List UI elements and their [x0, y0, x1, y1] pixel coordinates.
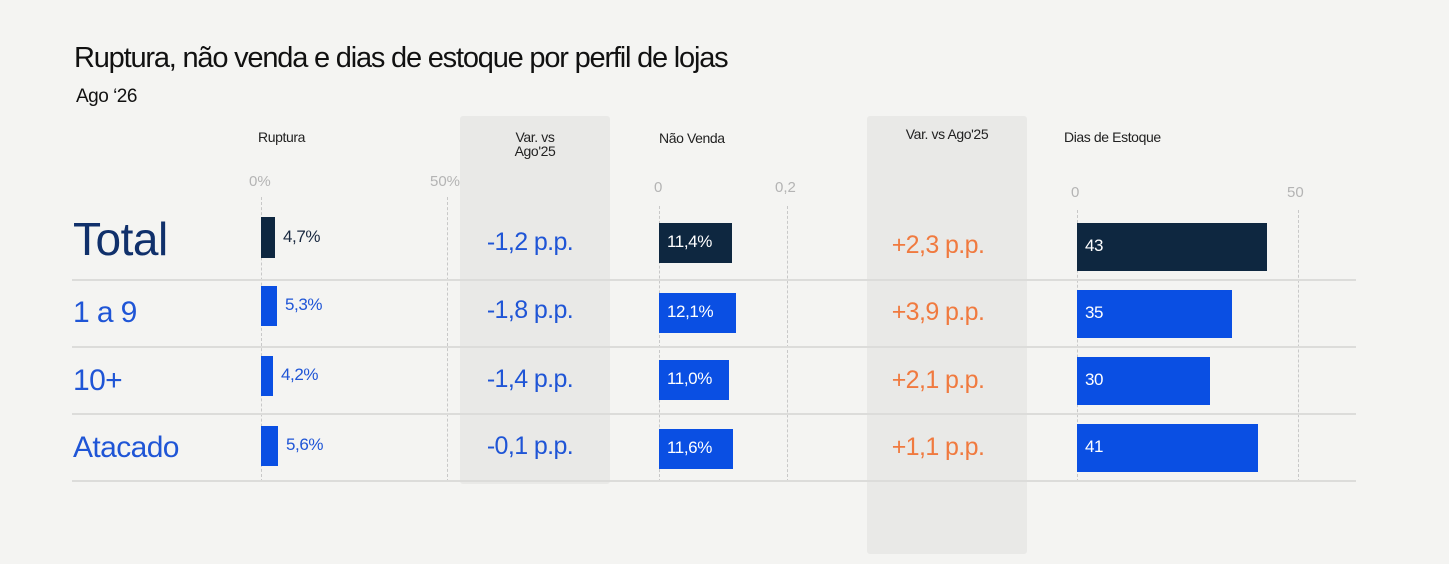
- nao-venda-bar-1a9: [659, 293, 736, 333]
- var-nao-venda-10plus: +2,1 p.p.: [891, 366, 985, 394]
- ruptura-bar-10plus: [261, 356, 273, 396]
- nao-venda-gridline-min: [659, 206, 660, 482]
- ruptura-gridline-max: [447, 197, 448, 482]
- ruptura-bar-1a9: [261, 286, 277, 326]
- row-label-total: Total: [73, 213, 168, 265]
- var-ruptura-total: -1,2 p.p.: [486, 228, 574, 256]
- header-var-ruptura-line1: Var. vs: [515, 129, 555, 145]
- header-var-nao-venda: Var. vs Ago'25: [905, 126, 989, 142]
- header-nao-venda: Não Venda: [659, 130, 725, 146]
- row-label-atacado: Atacado: [73, 431, 179, 464]
- ruptura-label-total: 4,7%: [283, 226, 321, 246]
- dias-estoque-bar-atacado: [1077, 424, 1258, 472]
- nao-venda-label-10plus: 11,0%: [667, 369, 712, 388]
- ruptura-bar-total: [261, 217, 275, 258]
- dias-estoque-label-10plus: 30: [1085, 370, 1104, 389]
- ruptura-bar-atacado: [261, 426, 278, 466]
- ruptura-label-10plus: 4,2%: [281, 365, 319, 384]
- dias-estoque-label-total: 43: [1085, 236, 1104, 255]
- dias-estoque-label-1a9: 35: [1085, 303, 1104, 322]
- row-separator: [72, 480, 1356, 482]
- row-separator: [72, 413, 1356, 415]
- var-nao-venda-atacado: +1,1 p.p.: [891, 433, 985, 461]
- nao-venda-gridline-max: [787, 206, 788, 482]
- var-ruptura-column-bg: [460, 116, 610, 484]
- nao-venda-tick-min: 0: [654, 179, 663, 196]
- ruptura-label-atacado: 5,6%: [286, 435, 324, 454]
- nao-venda-bar-10plus: [659, 360, 729, 400]
- dias-estoque-bar-10plus: [1077, 357, 1210, 405]
- ruptura-gridline-min: [261, 197, 262, 482]
- var-nao-venda-1a9: +3,9 p.p.: [891, 298, 985, 326]
- header-var-ruptura-line2: Ago'25: [514, 143, 556, 159]
- header-var-ruptura: Var. vs Ago'25: [460, 130, 610, 158]
- ruptura-tick-max: 50%: [430, 173, 461, 190]
- header-ruptura: Ruptura: [258, 129, 306, 145]
- nao-venda-tick-max: 0,2: [775, 179, 796, 196]
- var-nao-venda-column-bg: [867, 116, 1027, 554]
- row-label-10plus: 10+: [73, 364, 123, 397]
- nao-venda-label-atacado: 11,6%: [667, 438, 712, 457]
- dias-estoque-bar-1a9: [1077, 290, 1232, 338]
- var-ruptura-10plus: -1,4 p.p.: [486, 365, 574, 393]
- chart-subtitle: Ago ‘26: [76, 86, 137, 107]
- row-separator: [72, 279, 1356, 281]
- header-dias-estoque: Dias de Estoque: [1064, 129, 1161, 145]
- nao-venda-label-1a9: 12,1%: [667, 302, 714, 321]
- nao-venda-bar-total: [659, 223, 732, 263]
- ruptura-label-1a9: 5,3%: [285, 295, 323, 314]
- dias-tick-min: 0: [1071, 184, 1080, 201]
- nao-venda-label-total: 11,4%: [667, 232, 712, 251]
- dias-estoque-bar-total: [1077, 223, 1267, 271]
- var-ruptura-atacado: -0,1 p.p.: [486, 432, 574, 460]
- ruptura-tick-min: 0%: [249, 173, 271, 190]
- var-nao-venda-total: +2,3 p.p.: [891, 231, 985, 259]
- dias-tick-max: 50: [1287, 184, 1304, 201]
- row-label-1a9: 1 a 9: [73, 296, 137, 329]
- row-separator: [72, 346, 1356, 348]
- chart-title: Ruptura, não venda e dias de estoque por…: [74, 42, 729, 74]
- dias-estoque-label-atacado: 41: [1085, 437, 1104, 456]
- var-ruptura-1a9: -1,8 p.p.: [486, 296, 574, 324]
- nao-venda-bar-atacado: [659, 429, 733, 469]
